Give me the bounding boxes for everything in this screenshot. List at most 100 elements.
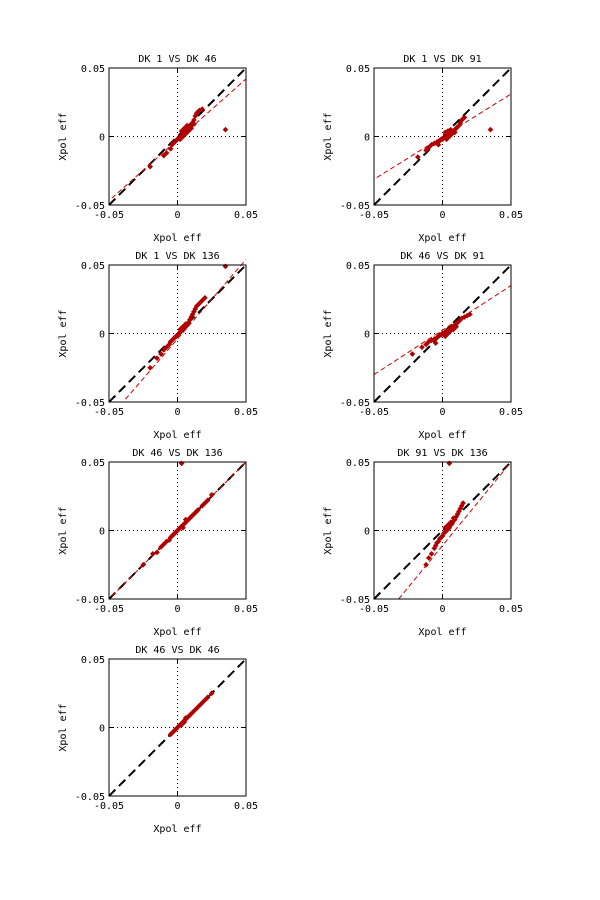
- chart-title: DK 46 VS DK 136: [132, 448, 222, 459]
- x-axis-label: Xpol eff: [153, 233, 201, 244]
- data-point: [182, 715, 189, 721]
- chart-title: DK 1 VS DK 46: [138, 54, 216, 65]
- x-tick-label: 0.05: [499, 210, 523, 221]
- data-point: [428, 550, 435, 557]
- x-tick-label: 0: [439, 210, 445, 221]
- x-axis-label: Xpol eff: [153, 627, 201, 638]
- x-tick-label: -0.05: [359, 604, 389, 615]
- data-point: [415, 154, 421, 160]
- x-tick-label: 0.05: [234, 407, 258, 418]
- y-tick-label: -0.05: [75, 792, 105, 803]
- data-point: [447, 519, 454, 526]
- data-point: [154, 355, 160, 361]
- x-tick-label: -0.05: [359, 210, 389, 221]
- identity-line: [108, 658, 247, 797]
- fit-line: [376, 93, 512, 179]
- x-tick-label: 0: [174, 604, 180, 615]
- data-point: [182, 516, 189, 523]
- y-tick-label: 0.05: [81, 261, 105, 272]
- data-point: [423, 561, 429, 568]
- data-point: [154, 549, 160, 556]
- y-axis-label: Xpol eff: [58, 506, 69, 554]
- x-tick-label: 0.05: [499, 407, 523, 418]
- data-point: [419, 344, 425, 351]
- data-point: [222, 263, 229, 270]
- data-point: [204, 694, 211, 701]
- data-point: [178, 460, 185, 467]
- data-point: [182, 321, 189, 327]
- chart-title: DK 91 VS DK 136: [397, 448, 487, 459]
- scatter-panel: -0.05 0 0.05 -0.05 0 0.05 DK 1 VS DK 46 Xpol ef…: [58, 54, 258, 244]
- x-tick-label: 0.05: [234, 210, 258, 221]
- data-point: [222, 126, 229, 133]
- identity-line: [108, 264, 247, 403]
- y-tick-label: 0: [99, 724, 105, 735]
- x-tick-label: 0: [174, 407, 180, 418]
- data-point: [158, 351, 164, 357]
- x-tick-label: 0.05: [234, 604, 258, 615]
- x-axis-label: Xpol eff: [153, 824, 201, 835]
- x-axis-label: Xpol eff: [418, 430, 466, 441]
- y-tick-label: -0.05: [75, 398, 105, 409]
- data-point: [147, 364, 153, 371]
- identity-line: [373, 264, 512, 403]
- y-axis-label: Xpol eff: [323, 112, 334, 160]
- data-point: [163, 150, 170, 156]
- y-tick-label: 0.05: [81, 458, 105, 469]
- x-tick-label: 0: [439, 407, 445, 418]
- x-axis-label: Xpol eff: [153, 430, 201, 441]
- x-tick-label: -0.05: [94, 604, 124, 615]
- x-tick-label: -0.05: [94, 801, 124, 812]
- data-point: [202, 295, 208, 301]
- y-axis-label: Xpol eff: [58, 309, 69, 357]
- scatter-panel: -0.05 0 0.05 -0.05 0 0.05 DK 46 VS DK 46 Xpol e…: [58, 645, 258, 835]
- y-tick-label: 0.05: [346, 458, 370, 469]
- y-tick-label: 0.05: [81, 64, 105, 75]
- x-tick-label: 0.05: [234, 801, 258, 812]
- scatter-panel: -0.05 0 0.05 -0.05 0 0.05 DK 46 VS DK 136 Xpol …: [58, 448, 258, 638]
- y-tick-label: 0.05: [346, 64, 370, 75]
- data-point: [467, 311, 473, 318]
- x-axis-label: Xpol eff: [418, 627, 466, 638]
- x-tick-label: -0.05: [359, 407, 389, 418]
- data-point: [191, 121, 197, 127]
- identity-line: [108, 67, 247, 206]
- y-tick-label: -0.05: [75, 201, 105, 212]
- data-point: [450, 515, 457, 521]
- y-axis-label: Xpol eff: [58, 703, 69, 751]
- y-axis-label: Xpol eff: [323, 506, 334, 554]
- identity-line: [373, 67, 512, 206]
- y-tick-label: 0: [364, 527, 370, 538]
- data-point: [453, 323, 460, 330]
- y-tick-label: -0.05: [340, 398, 370, 409]
- data-point: [409, 351, 416, 357]
- data-point: [461, 114, 468, 121]
- fit-line: [398, 461, 512, 600]
- x-tick-label: -0.05: [94, 407, 124, 418]
- data-point: [140, 561, 147, 568]
- data-point: [460, 500, 466, 506]
- x-axis-label: Xpol eff: [418, 233, 466, 244]
- chart-title: DK 1 VS DK 136: [135, 251, 219, 262]
- y-tick-label: 0: [364, 330, 370, 341]
- data-point: [487, 126, 494, 133]
- scatter-panel: -0.05 0 0.05 -0.05 0 0.05 DK 1 VS DK 136 Xpol e…: [58, 251, 258, 441]
- scatter-panel: -0.05 0 0.05 -0.05 0 0.05 DK 46 VS DK 91 Xpol e…: [323, 251, 523, 441]
- chart-title: DK 46 VS DK 91: [400, 251, 484, 262]
- y-tick-label: -0.05: [75, 595, 105, 606]
- data-point: [425, 555, 432, 561]
- y-tick-label: 0: [99, 133, 105, 144]
- y-tick-label: 0: [364, 133, 370, 144]
- fit-line: [373, 285, 512, 376]
- data-point: [195, 507, 201, 513]
- y-tick-label: -0.05: [340, 595, 370, 606]
- x-tick-label: 0: [174, 210, 180, 221]
- y-tick-label: 0: [99, 330, 105, 341]
- identity-line: [373, 461, 512, 600]
- chart-title: DK 1 VS DK 91: [403, 54, 481, 65]
- data-point: [180, 524, 186, 531]
- data-point: [204, 497, 211, 504]
- x-tick-label: 0: [174, 801, 180, 812]
- y-tick-label: 0.05: [81, 655, 105, 666]
